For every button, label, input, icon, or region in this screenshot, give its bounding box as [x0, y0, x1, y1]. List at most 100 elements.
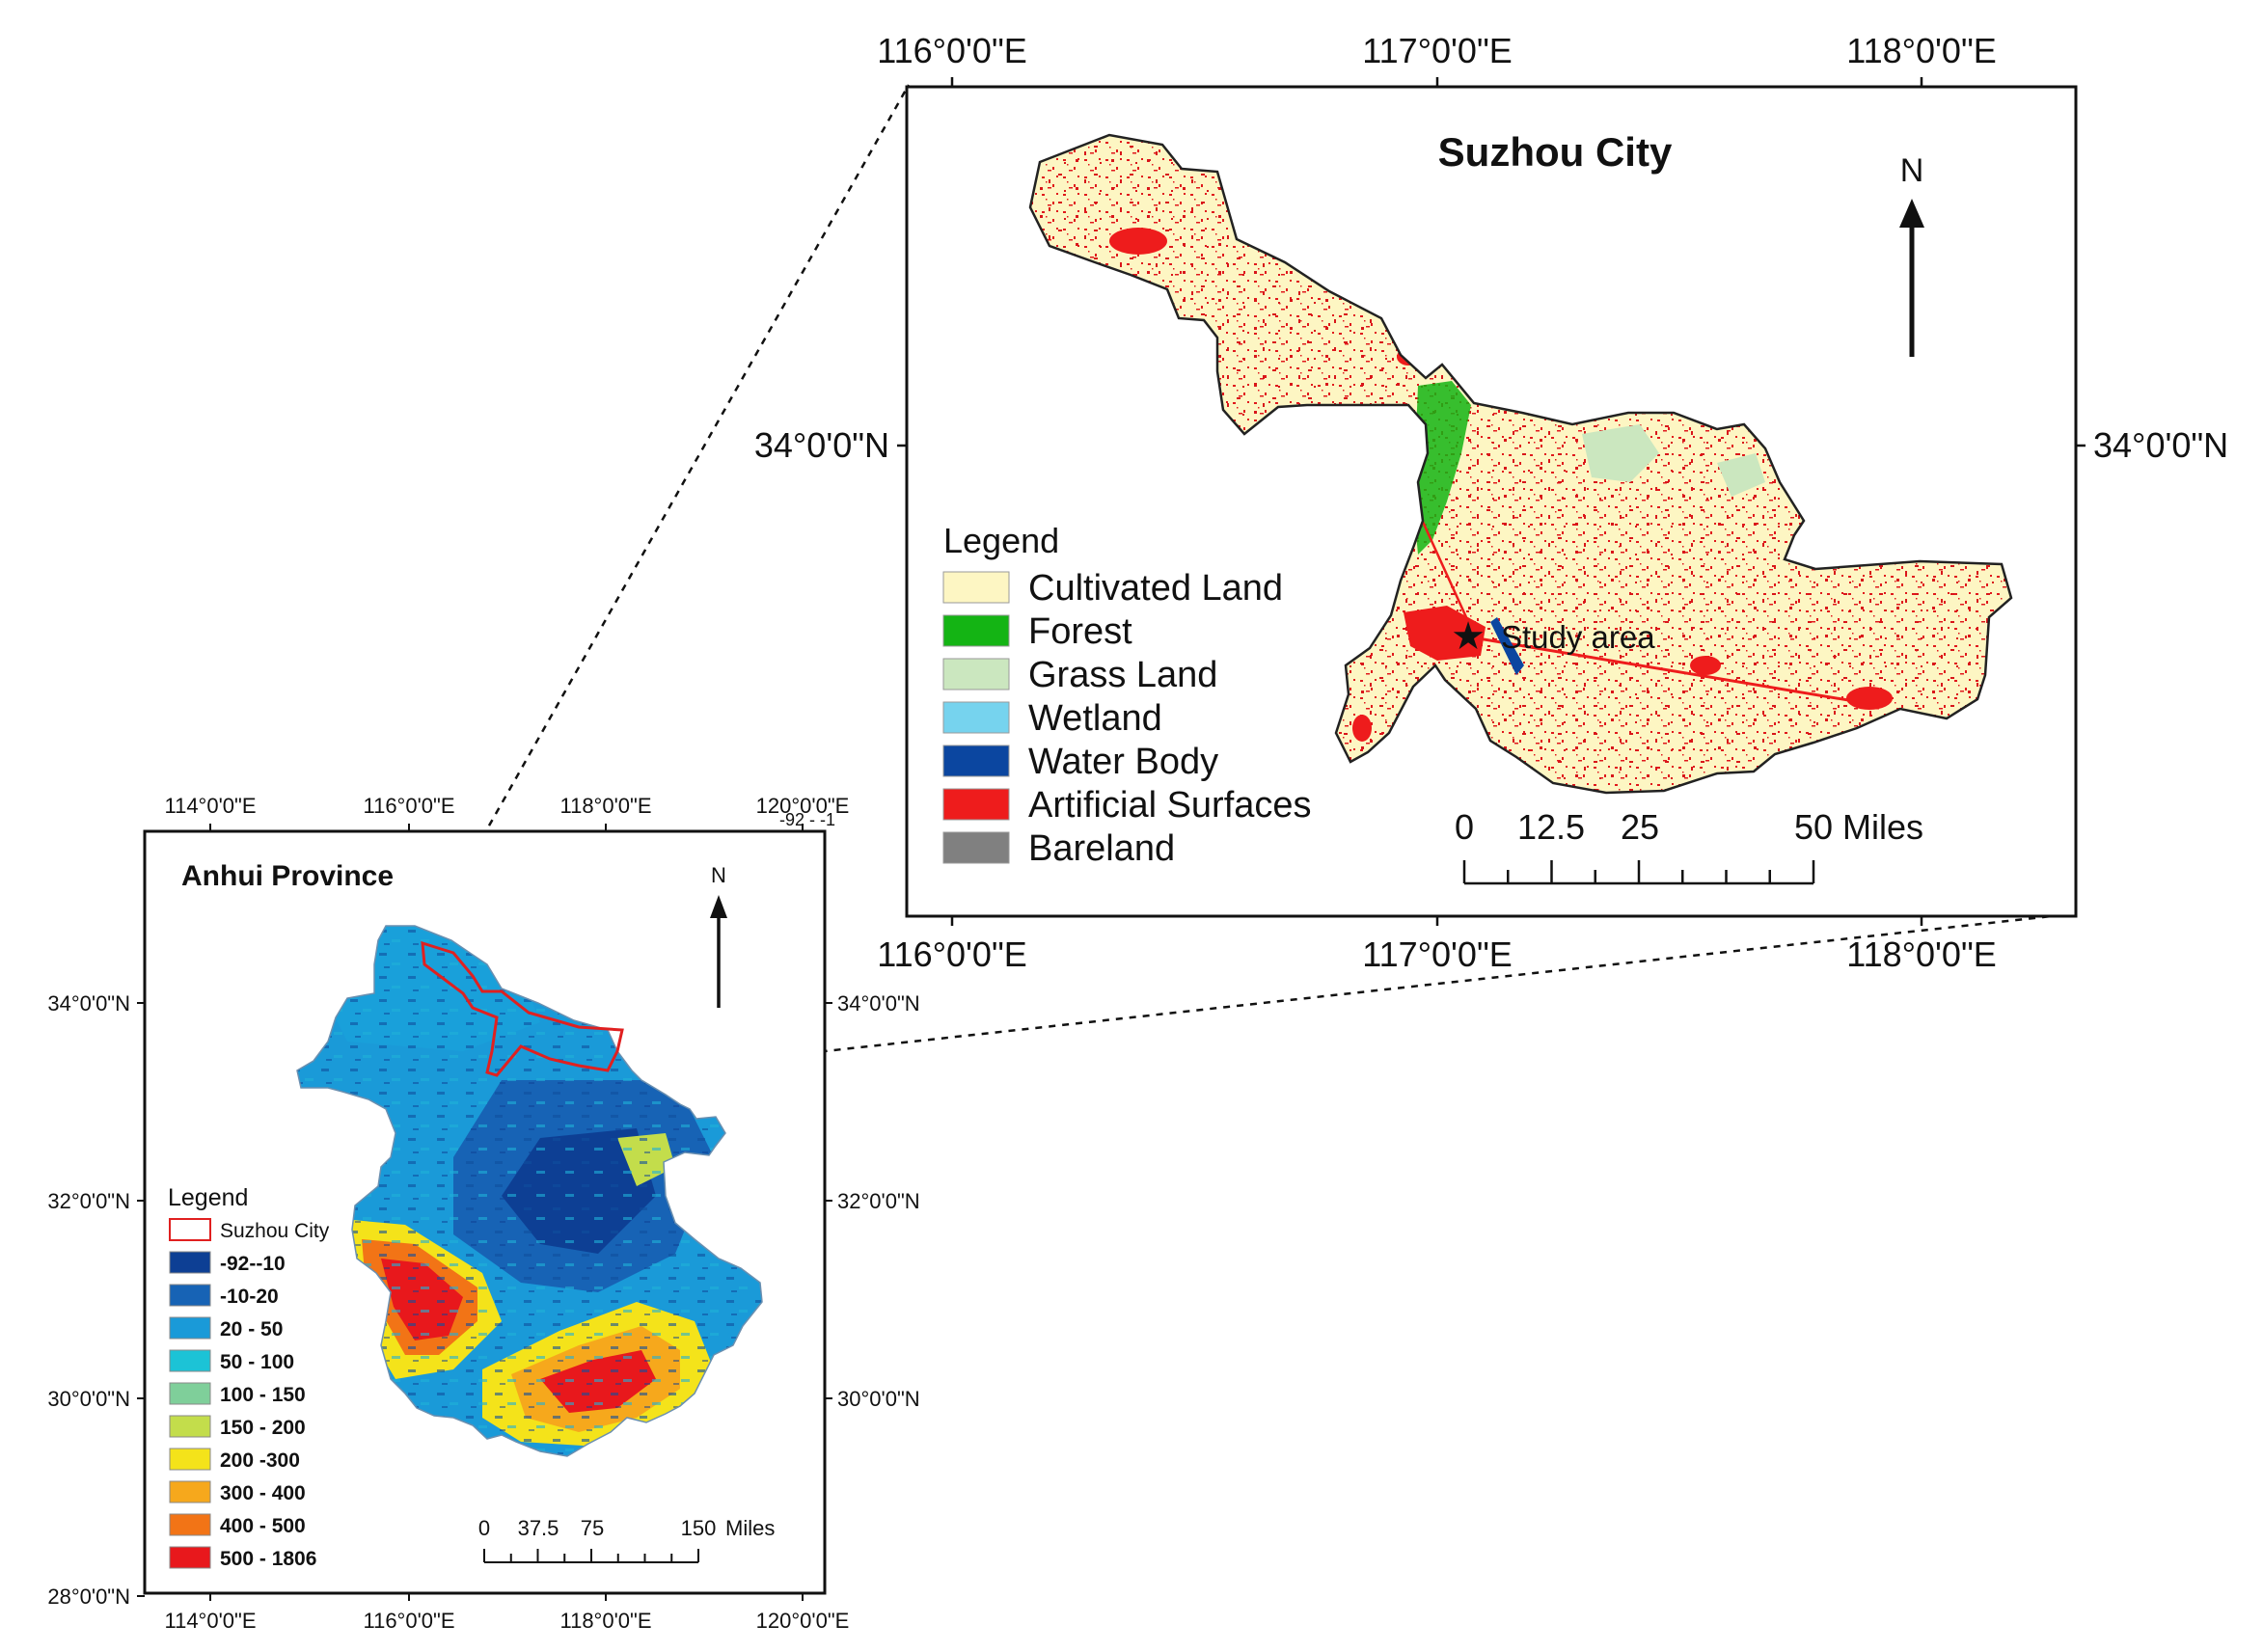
anhui-suzhou-outline: [421, 940, 624, 1077]
anhui-legend-swatch: [169, 1513, 211, 1536]
anhui-legend-label: 500 - 1806: [220, 1548, 316, 1570]
suzhou-legend-label: Water Body: [1028, 742, 1218, 782]
suzhou-boundary-outline: [1028, 133, 2013, 795]
anhui-title: Anhui Province: [181, 860, 394, 892]
anhui-scale-label-1: 37.5: [518, 1516, 559, 1540]
anhui-scale-bar: 0 37.5 75 150 Miles: [478, 1516, 775, 1563]
suzhou-top-lon-label-1: 117°0'0"E: [1362, 31, 1513, 70]
anhui-legend-label: 400 - 500: [220, 1515, 306, 1537]
suzhou-top-lon-label-2: 118°0'0"E: [1846, 31, 1997, 70]
anhui-top-lon-label-3: 120°0'0"E: [756, 794, 850, 818]
suzhou-scale-label-0: 0: [1455, 807, 1474, 847]
suzhou-top-lon-label-0: 116°0'0"E: [877, 31, 1027, 70]
suzhou-legend-label: Grass Land: [1028, 655, 1217, 695]
suzhou-scale-bar: 0 12.5 25 50 Miles: [1455, 807, 1923, 885]
suzhou-scale-unit: Miles: [1842, 807, 1923, 847]
anhui-legend-swatch: [169, 1218, 211, 1241]
urban-area-main: [1404, 606, 1486, 661]
anhui-legend-label: 150 - 200: [220, 1417, 306, 1439]
urban-area-far-east: [1846, 687, 1893, 710]
water-body-patch: [1490, 617, 1524, 675]
suzhou-right-lat-label: 34°0'0"N: [2093, 425, 2228, 465]
suzhou-legend-swatch: [942, 831, 1010, 864]
anhui-legend-swatch: [169, 1415, 211, 1438]
anhui-left-lat-label-2: 30°0'0"N: [47, 1387, 130, 1411]
anhui-north-arrow-icon: N: [710, 863, 727, 1008]
suzhou-map-panel: ★ Study area Suzhou City N Legend Cultiv…: [754, 31, 2228, 974]
connector-line-upper: [421, 84, 911, 944]
study-area-star-icon: ★: [1451, 615, 1486, 658]
suzhou-legend-swatch: [942, 571, 1010, 604]
suzhou-legend-swatch: [942, 658, 1010, 691]
anhui-left-lat-label-0: 34°0'0"N: [47, 991, 130, 1016]
anhui-legend-swatch: [169, 1480, 211, 1503]
suzhou-scale-label-1: 12.5: [1517, 807, 1585, 847]
suzhou-legend-swatch: [942, 701, 1010, 734]
suzhou-legend-swatch: [942, 788, 1010, 821]
anhui-legend-swatch: [169, 1448, 211, 1471]
anhui-right-lat-label-1: 32°0'0"N: [837, 1189, 920, 1213]
suzhou-bottom-lon-label-0: 116°0'0"E: [877, 934, 1027, 974]
anhui-legend-swatch: [169, 1349, 211, 1372]
anhui-map-panel: Anhui Province -92 - -1 N Legend Suzhou …: [47, 794, 919, 1633]
anhui-right-lat-label-2: 30°0'0"N: [837, 1387, 920, 1411]
anhui-top-lon-label-1: 116°0'0"E: [363, 794, 454, 818]
anhui-left-lat-label-1: 32°0'0"N: [47, 1189, 130, 1213]
grass-patch: [1582, 424, 1659, 482]
anhui-legend-label: 50 - 100: [220, 1351, 294, 1373]
anhui-legend-label: Suzhou City: [220, 1220, 330, 1242]
anhui-left-lat-label-3: 28°0'0"N: [47, 1584, 130, 1609]
anhui-right-lat-label-0: 34°0'0"N: [837, 991, 920, 1016]
suzhou-title: Suzhou City: [1438, 129, 1673, 175]
anhui-legend-label: 300 - 400: [220, 1482, 306, 1504]
anhui-legend-label: 20 - 50: [220, 1318, 283, 1341]
suzhou-bottom-lon-label-2: 118°0'0"E: [1846, 934, 1997, 974]
anhui-legend-label: 200 -300: [220, 1449, 300, 1472]
suzhou-legend-label: Bareland: [1028, 828, 1175, 869]
anhui-axis-ticks: [137, 824, 832, 1601]
anhui-boundary-outline: [296, 925, 763, 1457]
anhui-scale-label-0: 0: [478, 1516, 490, 1540]
anhui-legend-swatch: [169, 1316, 211, 1340]
anhui-scale-label-2: 75: [581, 1516, 604, 1540]
anhui-legend-swatch: [169, 1251, 211, 1274]
suzhou-north-arrow-icon: N: [1899, 152, 1924, 357]
suzhou-legend-label: Forest: [1028, 611, 1132, 652]
suzhou-scale-label-2: 25: [1621, 807, 1659, 847]
suzhou-legend-label: Wetland: [1028, 698, 1162, 739]
urban-area-north: [1109, 228, 1167, 255]
suzhou-north-label: N: [1900, 152, 1924, 189]
anhui-scale-label-3: 150: [681, 1516, 717, 1540]
anhui-bottom-lon-label-1: 116°0'0"E: [363, 1609, 454, 1633]
study-area-label: Study area: [1501, 619, 1655, 655]
anhui-legend-label: -92--10: [220, 1253, 286, 1275]
urban-area-west: [1352, 715, 1372, 742]
anhui-north-label: N: [711, 863, 726, 887]
anhui-legend-title: Legend: [168, 1184, 248, 1211]
anhui-legend-label: 100 - 150: [220, 1384, 306, 1406]
suzhou-legend-title: Legend: [943, 521, 1059, 560]
suzhou-bottom-lon-label-1: 117°0'0"E: [1362, 934, 1513, 974]
suzhou-left-lat-label: 34°0'0"N: [754, 425, 889, 465]
suzhou-axis-ticks: [897, 77, 2086, 926]
connector-line-lower: [605, 912, 2070, 1077]
anhui-bottom-lon-label-0: 114°0'0"E: [164, 1609, 256, 1633]
anhui-legend-label: -10-20: [220, 1286, 279, 1308]
suzhou-legend-label: Artificial Surfaces: [1028, 785, 1312, 826]
anhui-scale-unit: Miles: [725, 1516, 775, 1540]
suzhou-scale-label-3: 50: [1794, 807, 1833, 847]
anhui-legend-swatch: [169, 1284, 211, 1307]
anhui-stray-label: -92 - -1: [779, 810, 835, 829]
forest-patch: [1413, 381, 1471, 555]
urban-area-east: [1690, 656, 1721, 675]
suzhou-legend-swatch: [942, 614, 1010, 647]
anhui-legend: Legend Suzhou City -92--10 -10-20 20 - 50 50…: [168, 1184, 330, 1570]
anhui-bottom-lon-label-2: 118°0'0"E: [559, 1609, 651, 1633]
anhui-legend-swatch: [169, 1382, 211, 1405]
road-line: [1465, 635, 1872, 706]
grass-patch-2: [1717, 453, 1765, 497]
anhui-top-lon-label-2: 118°0'0"E: [559, 794, 651, 818]
anhui-legend-swatch: [169, 1546, 211, 1569]
